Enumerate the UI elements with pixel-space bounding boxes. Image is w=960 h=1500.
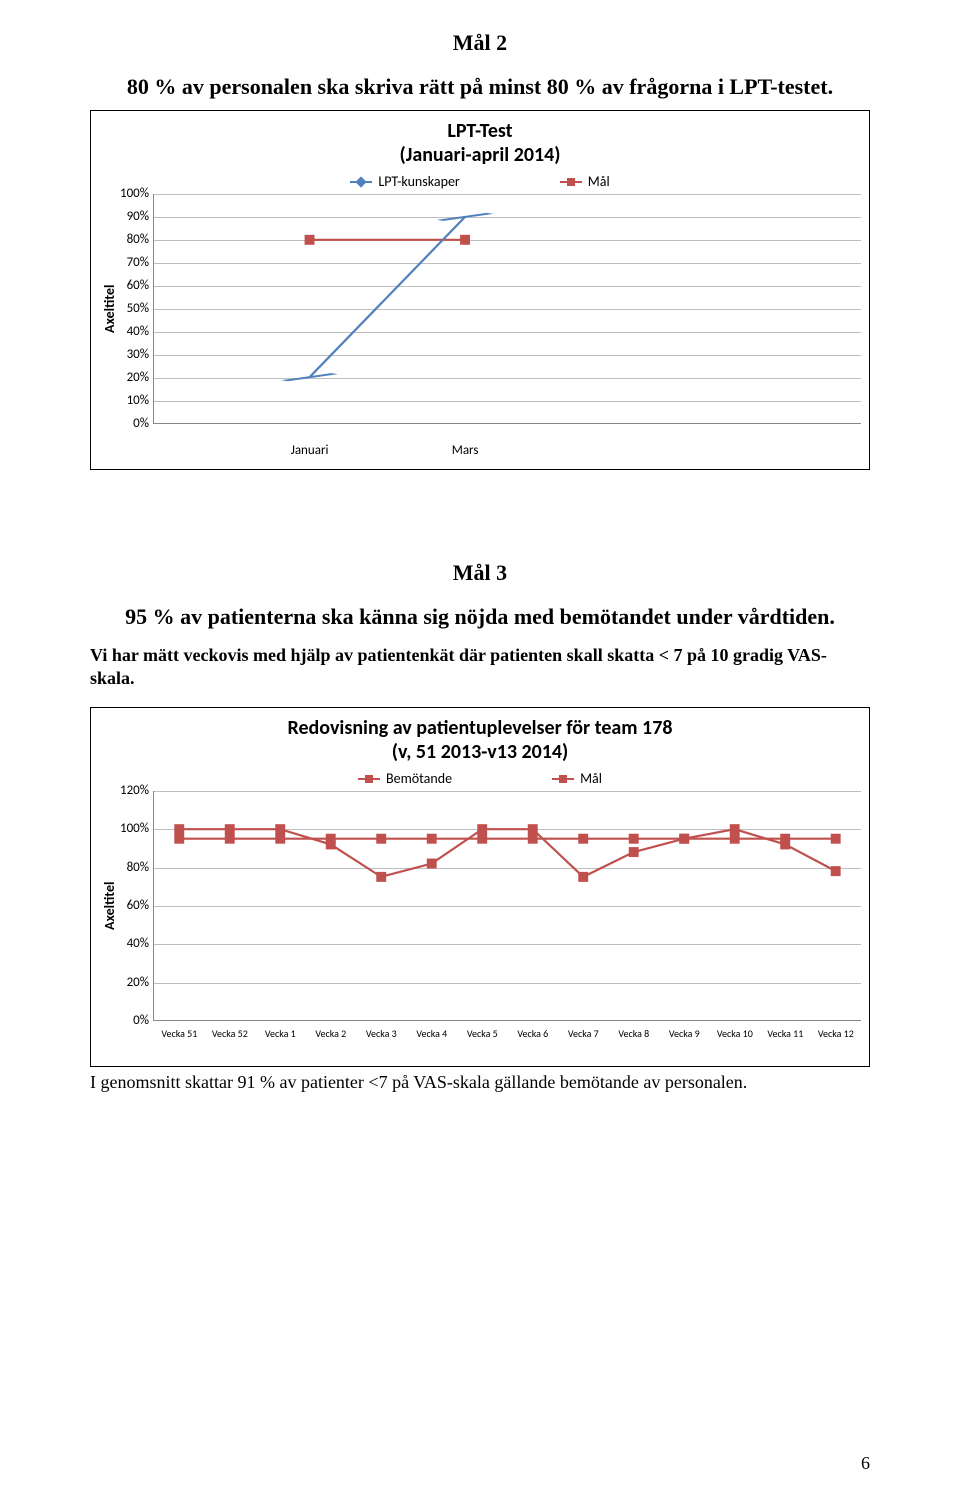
chart2-svg bbox=[154, 791, 861, 1020]
chart2-title1: Redovisning av patientuplevelser för tea… bbox=[99, 716, 861, 740]
legend-marker-a bbox=[350, 181, 372, 183]
chart1-box: LPT-Test (Januari-april 2014) LPT-kunska… bbox=[90, 110, 870, 470]
chart2-legend-a: Bemötande bbox=[386, 770, 452, 787]
mal2-subtitle: 80 % av personalen ska skriva rätt på mi… bbox=[90, 74, 870, 100]
legend-marker-a2 bbox=[358, 778, 380, 780]
mal3-body: Vi har mätt veckovis med hjälp av patien… bbox=[90, 644, 870, 689]
chart2-legend-b: Mål bbox=[580, 770, 602, 787]
chart1-svg bbox=[154, 194, 861, 423]
chart2-legend: Bemötande Mål bbox=[99, 770, 861, 787]
legend-marker-b bbox=[560, 181, 582, 183]
chart2-title2: (v, 51 2013-v13 2014) bbox=[99, 740, 861, 764]
chart1-yticks: 100%90%80%70%60%50%40%30%20%10%0% bbox=[120, 194, 153, 424]
chart1-title2: (Januari-april 2014) bbox=[99, 143, 861, 167]
chart1-legend-b: Mål bbox=[588, 173, 610, 190]
chart1-title1: LPT-Test bbox=[99, 119, 861, 143]
chart2-ylabel: Axeltitel bbox=[99, 791, 120, 1021]
chart1-legend-a: LPT-kunskaper bbox=[378, 173, 459, 190]
chart1-plot: JanuariMars bbox=[153, 194, 861, 424]
mal2-title: Mål 2 bbox=[90, 30, 870, 56]
mal3-subtitle: 95 % av patienterna ska känna sig nöjda … bbox=[90, 604, 870, 630]
chart1-ylabel: Axeltitel bbox=[99, 194, 120, 424]
footer-text: I genomsnitt skattar 91 % av patienter <… bbox=[90, 1071, 870, 1094]
mal3-title: Mål 3 bbox=[90, 560, 870, 586]
legend-marker-b2 bbox=[552, 778, 574, 780]
chart2-yticks: 120%100%80%60%40%20%0% bbox=[120, 791, 153, 1021]
chart2-plot: Vecka 51Vecka 52Vecka 1Vecka 2Vecka 3Vec… bbox=[153, 791, 861, 1021]
chart2-box: Redovisning av patientuplevelser för tea… bbox=[90, 707, 870, 1067]
page-number: 6 bbox=[861, 1453, 870, 1474]
chart1-legend: LPT-kunskaper Mål bbox=[99, 173, 861, 190]
chart2-xlabels: Vecka 51Vecka 52Vecka 1Vecka 2Vecka 3Vec… bbox=[154, 1027, 861, 1040]
